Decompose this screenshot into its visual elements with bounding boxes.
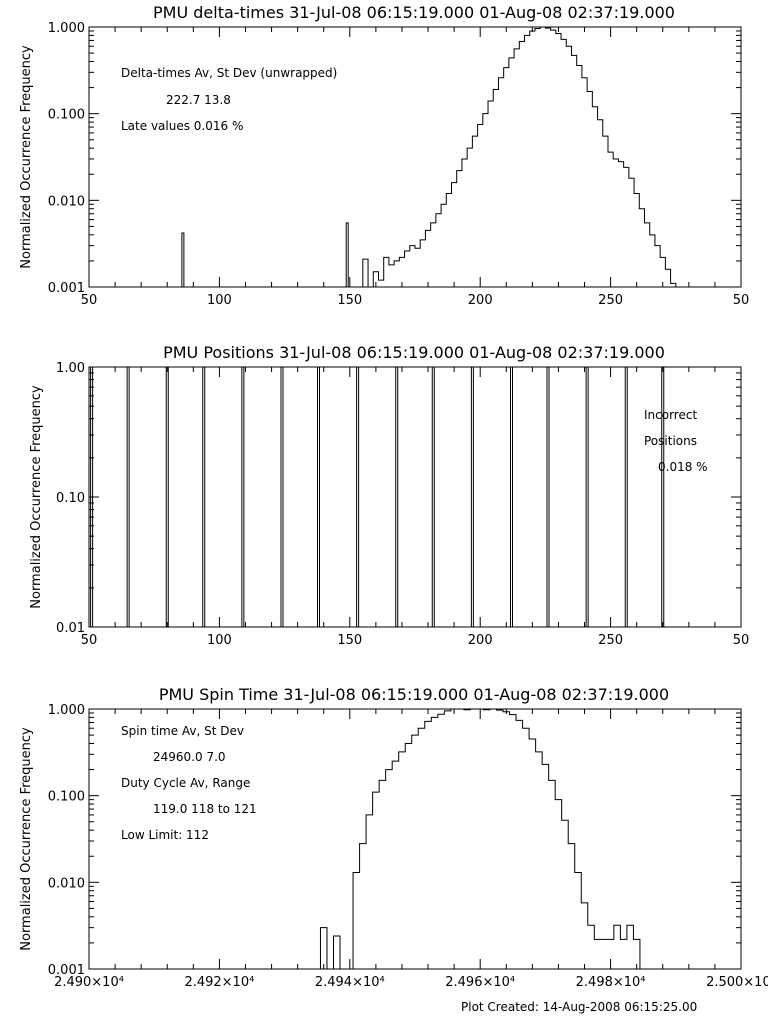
x-tick-label: 150	[337, 293, 362, 308]
y-tick-label: 0.01	[56, 621, 85, 636]
annotation-text: Positions	[644, 434, 697, 448]
y-tick-label: 1.000	[48, 703, 85, 718]
x-tick-label: 200	[468, 293, 493, 308]
chart-title: PMU Positions 31-Jul-08 06:15:19.000 01-…	[163, 343, 665, 362]
annotation-text: 222.7 13.8	[166, 93, 231, 107]
y-tick-label: 1.00	[56, 361, 85, 376]
histogram-spike	[345, 222, 349, 287]
x-tick-label: 250	[598, 633, 623, 648]
x-tick-label: 2.500×10⁴	[706, 975, 768, 990]
annotation-text: Delta-times Av, St Dev (unwrapped)	[121, 66, 337, 80]
x-tick-label: 2.498×10⁴	[576, 975, 646, 990]
annotation-text: 24960.0 7.0	[153, 750, 226, 764]
annotation-text: Duty Cycle Av, Range	[121, 776, 250, 790]
plot-frame	[88, 26, 742, 288]
plot-frame	[88, 366, 742, 628]
y-tick-label: 0.010	[48, 876, 85, 891]
y-tick-label: 0.10	[56, 491, 85, 506]
annotation-text: Incorrect	[644, 408, 697, 422]
x-tick-label: 2.496×10⁴	[445, 975, 515, 990]
annotation-text: Spin time Av, St Dev	[121, 724, 244, 738]
x-tick-label: 50	[733, 293, 750, 308]
y-tick-label: 0.010	[48, 194, 85, 209]
chart-title: PMU Spin Time 31-Jul-08 06:15:19.000 01-…	[159, 685, 669, 704]
histogram-spike	[181, 232, 185, 287]
histogram-series	[319, 708, 641, 970]
y-axis-label: Normalized Occurrence Frequency	[29, 385, 44, 609]
x-tick-label: 2.494×10⁴	[315, 975, 385, 990]
annotation-text: 0.018 %	[658, 460, 708, 474]
x-tick-label: 150	[337, 633, 362, 648]
x-tick-label: 2.492×10⁴	[184, 975, 254, 990]
histogram-series	[362, 26, 677, 288]
plot-created-footer: Plot Created: 14-Aug-2008 06:15:25.00	[461, 1000, 698, 1014]
plot-frame	[88, 708, 742, 970]
x-tick-label: 50	[733, 633, 750, 648]
annotation-text: Late values 0.016 %	[121, 119, 243, 133]
chart-title: PMU delta-times 31-Jul-08 06:15:19.000 0…	[153, 3, 675, 22]
y-axis-label: Normalized Occurrence Frequency	[19, 727, 34, 951]
annotation-text: Low Limit: 112	[121, 828, 209, 842]
y-tick-label: 1.000	[48, 21, 85, 36]
x-tick-label: 50	[81, 633, 98, 648]
y-tick-label: 0.100	[48, 108, 85, 123]
x-tick-label: 100	[207, 293, 232, 308]
y-tick-label: 0.001	[48, 281, 85, 296]
x-tick-label: 200	[468, 633, 493, 648]
y-tick-label: 0.100	[48, 790, 85, 805]
x-tick-label: 250	[598, 293, 623, 308]
y-axis-label: Normalized Occurrence Frequency	[19, 45, 34, 269]
x-tick-label: 2.490×10⁴	[54, 975, 124, 990]
x-tick-label: 100	[207, 633, 232, 648]
annotation-text: 119.0 118 to 121	[153, 802, 257, 816]
y-tick-label: 0.001	[48, 963, 85, 978]
x-tick-label: 50	[81, 293, 98, 308]
